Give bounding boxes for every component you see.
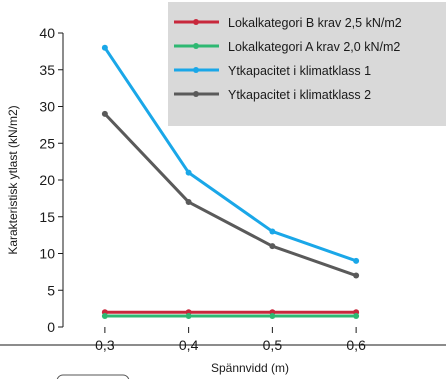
legend-item: Ytkapacitet i klimatklass 1 xyxy=(174,64,371,78)
series-layer xyxy=(101,44,360,319)
y-tick-label: 35 xyxy=(39,62,55,78)
legend-item: Lokalkategori A krav 2,0 kN/m2 xyxy=(174,40,400,54)
x-tick-label: 0,5 xyxy=(263,337,283,353)
legend-swatch-marker xyxy=(193,19,199,25)
data-point xyxy=(101,312,108,319)
data-point xyxy=(101,44,108,51)
legend-item: Ytkapacitet i klimatklass 2 xyxy=(174,88,371,102)
legend-label: Lokalkategori A krav 2,0 kN/m2 xyxy=(228,40,400,54)
x-axis-label: Spännvidd (m) xyxy=(211,361,289,375)
series-line xyxy=(103,46,357,263)
y-axis-label: Karakteristisk ytlast (kN/m2) xyxy=(6,105,20,254)
partial-frame xyxy=(56,374,130,379)
y-tick-label: 25 xyxy=(39,135,55,151)
data-point xyxy=(269,228,276,235)
x-tick-label: 0,3 xyxy=(95,337,115,353)
data-point xyxy=(353,257,360,264)
legend: Lokalkategori B krav 2,5 kN/m2 Lokalkateg… xyxy=(168,2,446,126)
y-tick-label: 40 xyxy=(39,25,55,41)
data-point xyxy=(185,312,192,319)
y-axis: 0 5 10 15 20 25 30 35 40 xyxy=(39,25,64,335)
legend-label: Lokalkategori B krav 2,5 kN/m2 xyxy=(228,16,402,30)
legend-label: Ytkapacitet i klimatklass 2 xyxy=(228,88,371,102)
y-tick-label: 10 xyxy=(39,246,55,262)
y-tick-label: 15 xyxy=(39,209,55,225)
y-tick-label: 0 xyxy=(47,319,55,335)
data-point xyxy=(185,199,192,206)
series-4 xyxy=(101,110,360,279)
y-tick-label: 30 xyxy=(39,99,55,115)
legend-label: Ytkapacitet i klimatklass 1 xyxy=(228,64,371,78)
data-point xyxy=(101,110,108,117)
x-axis: 0,3 0,4 0,5 0,6 xyxy=(0,327,446,353)
data-point xyxy=(353,312,360,319)
x-tick-label: 0,6 xyxy=(346,337,366,353)
series-3 xyxy=(101,44,360,264)
legend-swatch-marker xyxy=(193,67,199,73)
legend-swatch-marker xyxy=(193,91,199,97)
series-line xyxy=(103,112,357,277)
x-tick-label: 0,4 xyxy=(179,337,199,353)
data-point xyxy=(353,272,360,279)
y-tick-label: 20 xyxy=(39,172,55,188)
series-2 xyxy=(101,312,360,319)
data-point xyxy=(185,169,192,176)
series-1 xyxy=(101,309,360,316)
legend-swatch-marker xyxy=(193,43,199,49)
legend-item: Lokalkategori B krav 2,5 kN/m2 xyxy=(174,16,402,30)
data-point xyxy=(269,243,276,250)
y-tick-label: 5 xyxy=(47,282,55,298)
data-point xyxy=(269,312,276,319)
